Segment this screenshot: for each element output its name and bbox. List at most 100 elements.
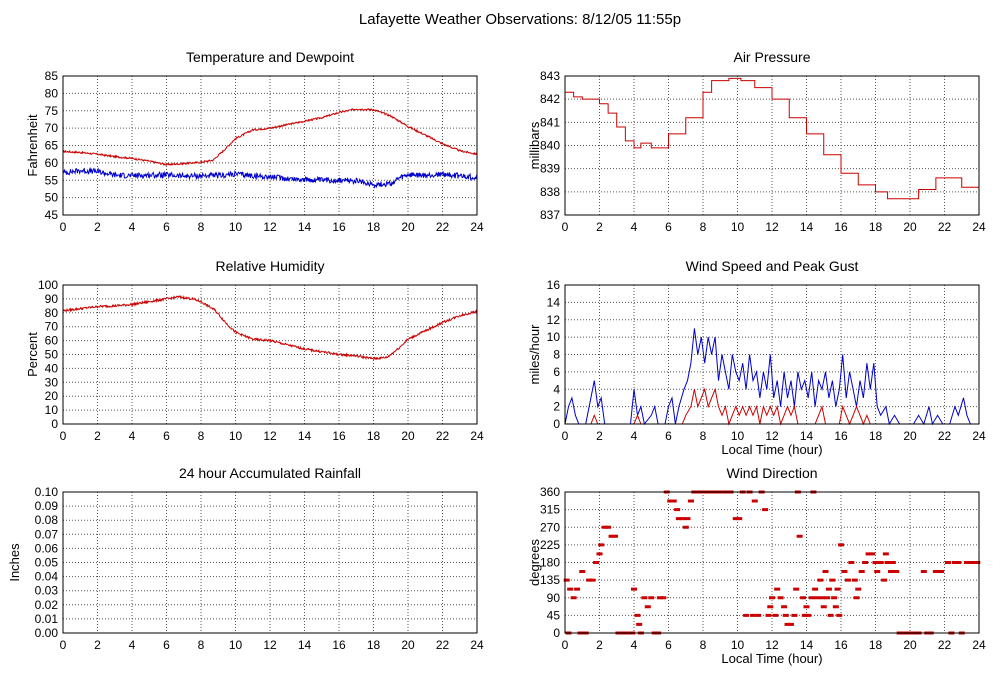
- x-tick-label: 4: [129, 429, 136, 443]
- y-tick-label: 0.05: [35, 556, 59, 570]
- x-tick-label: 14: [800, 220, 814, 234]
- data-point: [774, 587, 781, 591]
- x-tick-label: 14: [298, 638, 312, 652]
- data-point: [800, 596, 807, 600]
- data-point: [884, 561, 891, 564]
- data-point: [869, 552, 876, 556]
- x-tick-label: 14: [298, 220, 312, 234]
- data-point: [755, 613, 762, 617]
- data-point: [932, 570, 939, 574]
- x-tick-label: 24: [470, 220, 484, 234]
- data-point: [762, 508, 769, 512]
- y-axis-label: miles/hour: [527, 324, 542, 385]
- x-tick-label: 0: [60, 220, 67, 234]
- data-point: [938, 570, 945, 574]
- y-tick-label: 65: [45, 139, 59, 153]
- data-point: [777, 596, 784, 600]
- x-tick-label: 2: [94, 220, 101, 234]
- data-point: [574, 587, 581, 591]
- x-tick-label: 12: [765, 429, 779, 443]
- data-point: [834, 587, 841, 591]
- y-tick-label: 50: [45, 348, 59, 362]
- data-point: [920, 570, 927, 574]
- x-tick-label: 8: [198, 429, 205, 443]
- x-tick-label: 12: [263, 220, 277, 234]
- data-point: [682, 525, 689, 529]
- x-tick-label: 2: [596, 429, 603, 443]
- data-point: [819, 596, 826, 600]
- x-tick-label: 16: [332, 429, 346, 443]
- data-point: [801, 613, 808, 617]
- x-tick-label: 18: [869, 429, 883, 443]
- data-point: [817, 578, 824, 582]
- data-point: [858, 570, 865, 574]
- plot-frame: [62, 284, 478, 425]
- data-point: [805, 613, 812, 617]
- plot-frame: [564, 75, 980, 216]
- x-tick-label: 6: [163, 429, 170, 443]
- x-tick-label: 4: [631, 429, 638, 443]
- chart-title: Air Pressure: [733, 49, 810, 65]
- data-point: [772, 613, 779, 617]
- series-line: [63, 108, 478, 166]
- x-tick-label: 4: [631, 638, 638, 652]
- chart-title: Temperature and Dewpoint: [186, 49, 354, 65]
- x-tick-label: 20: [903, 638, 917, 652]
- x-tick-label: 24: [972, 429, 986, 443]
- x-tick-label: 16: [834, 638, 848, 652]
- x-tick-label: 6: [665, 220, 672, 234]
- y-tick-label: 30: [45, 375, 59, 389]
- y-tick-label: 840: [540, 139, 560, 153]
- data-point: [862, 561, 869, 564]
- x-tick-label: 18: [367, 638, 381, 652]
- x-tick-label: 4: [129, 220, 136, 234]
- data-point: [951, 561, 958, 564]
- x-tick-label: 0: [562, 429, 569, 443]
- data-point: [872, 561, 879, 564]
- y-tick-label: 315: [540, 503, 560, 517]
- x-tick-label: 8: [198, 638, 205, 652]
- series-line: [62, 166, 478, 189]
- data-point: [865, 552, 872, 556]
- y-axis-label: Fahrenheit: [25, 114, 40, 177]
- data-point: [808, 596, 815, 600]
- data-point: [656, 596, 663, 600]
- x-tick-label: 16: [834, 429, 848, 443]
- data-point: [838, 543, 844, 547]
- data-point: [750, 613, 757, 617]
- data-point: [765, 613, 772, 617]
- data-point: [829, 578, 836, 582]
- y-tick-label: 2: [553, 400, 560, 414]
- x-tick-label: 20: [401, 429, 415, 443]
- plot-frame: [62, 491, 478, 634]
- x-tick-label: 2: [94, 638, 101, 652]
- data-point: [732, 517, 739, 521]
- data-point: [963, 561, 970, 564]
- data-point: [824, 596, 831, 600]
- data-point: [874, 570, 881, 574]
- plot-frame: [62, 75, 478, 216]
- y-tick-label: 16: [547, 278, 561, 292]
- y-tick-label: 100: [38, 278, 58, 292]
- data-point: [787, 622, 794, 626]
- y-tick-label: 0.06: [35, 541, 59, 555]
- y-tick-label: 180: [540, 556, 560, 570]
- data-point: [736, 517, 743, 521]
- x-tick-label: 22: [436, 429, 450, 443]
- y-tick-label: 90: [45, 292, 59, 306]
- x-tick-label: 16: [332, 220, 346, 234]
- x-tick-label: 6: [665, 638, 672, 652]
- x-tick-label: 18: [869, 220, 883, 234]
- x-tick-label: 12: [765, 220, 779, 234]
- data-point: [612, 534, 619, 538]
- data-point: [660, 596, 667, 600]
- x-tick-label: 22: [938, 638, 952, 652]
- data-point: [853, 596, 860, 600]
- data-point: [855, 587, 862, 591]
- y-tick-label: 60: [45, 334, 59, 348]
- y-tick-label: 0.04: [35, 570, 59, 584]
- y-tick-label: 837: [540, 208, 560, 222]
- x-tick-label: 18: [869, 638, 883, 652]
